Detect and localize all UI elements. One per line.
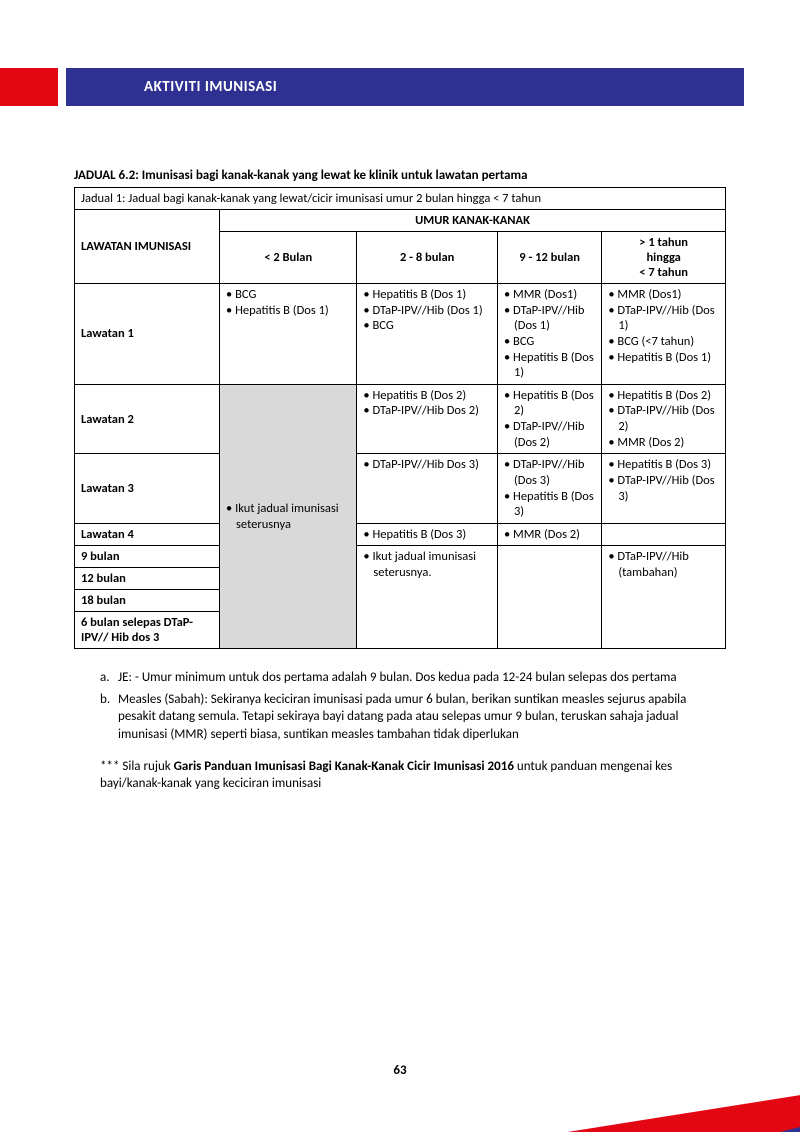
list-item: BCG: [504, 334, 595, 350]
list-item: MMR (Dos1): [608, 287, 719, 303]
list-item: Hepatitis B (Dos 3): [608, 457, 719, 473]
immunisation-schedule-table: Jadual 1: Jadual bagi kanak-kanak yang l…: [74, 187, 726, 649]
row-lawatan-1: Lawatan 1: [75, 284, 220, 385]
cell-l2c4: Hepatitis B (Dos 2)DTaP-IPV//Hib (Dos 2)…: [602, 384, 726, 454]
cell-merged-c4: DTaP-IPV//Hib (tambahan): [602, 546, 726, 649]
list-item: MMR (Dos 2): [504, 527, 595, 543]
cell-l4c3: MMR (Dos 2): [497, 523, 601, 546]
cell-l1c3: MMR (Dos1)DTaP-IPV//Hib (Dos 1)BCGHepati…: [497, 284, 601, 385]
col-header-4: > 1 tahun hingga < 7 tahun: [602, 232, 726, 284]
cell-merged-c1: Ikut jadual imunisasi seterusnya: [220, 384, 357, 649]
list-item: BCG: [226, 287, 350, 303]
list-item: Hepatitis B (Dos 1): [504, 350, 595, 381]
footer-decoration: [500, 1072, 800, 1132]
list-item: DTaP-IPV//Hib (Dos 1): [504, 303, 595, 334]
row-lawatan-3: Lawatan 3: [75, 454, 220, 524]
list-item: Hepatitis B (Dos 1): [363, 287, 491, 303]
list-item: Ikut jadual imunisasi seterusnya: [226, 501, 350, 532]
list-item: DTaP-IPV//Hib (Dos 2): [504, 419, 595, 450]
list-item: DTaP-IPV//Hib (tambahan): [608, 549, 719, 580]
list-item: DTaP-IPV//Hib Dos 3): [363, 457, 491, 473]
list-item: DTaP-IPV//Hib (Dos 1): [363, 303, 491, 319]
notes-list: a. JE: - Umur minimum untuk dos pertama …: [74, 669, 726, 743]
cell-merged-c3: [497, 546, 601, 649]
list-item: DTaP-IPV//Hib (Dos 2): [608, 403, 719, 434]
list-item: MMR (Dos 2): [608, 435, 719, 451]
row-6bulan-selepas: 6 bulan selepas DTaP-IPV// Hib dos 3: [75, 612, 220, 649]
table-caption: Jadual 1: Jadual bagi kanak-kanak yang l…: [75, 188, 726, 210]
row-18bulan: 18 bulan: [75, 590, 220, 612]
list-item: DTaP-IPV//Hib Dos 2): [363, 403, 491, 419]
list-item: BCG: [363, 318, 491, 334]
header-red-block: [0, 68, 58, 106]
table-title: JADUAL 6.2: Imunisasi bagi kanak-kanak y…: [74, 168, 726, 183]
cell-l3c4: Hepatitis B (Dos 3)DTaP-IPV//Hib (Dos 3): [602, 454, 726, 524]
row-lawatan-2: Lawatan 2: [75, 384, 220, 454]
list-item: Hepatitis B (Dos 3): [504, 489, 595, 520]
age-group-header: UMUR KANAK-KANAK: [220, 210, 726, 232]
cell-l3c3: DTaP-IPV//Hib (Dos 3)Hepatitis B (Dos 3): [497, 454, 601, 524]
list-item: MMR (Dos1): [504, 287, 595, 303]
row-12bulan: 12 bulan: [75, 568, 220, 590]
note-a: JE: - Umur minimum untuk dos pertama ada…: [118, 669, 677, 687]
list-item: Hepatitis B (Dos 2): [504, 388, 595, 419]
cell-l1c4: MMR (Dos1)DTaP-IPV//Hib (Dos 1)BCG (<7 t…: [602, 284, 726, 385]
list-item: BCG (<7 tahun): [608, 334, 719, 350]
cell-merged-c2: Ikut jadual imunisasi seterusnya.: [357, 546, 498, 649]
list-item: Hepatitis B (Dos 2): [608, 388, 719, 404]
list-item: Hepatitis B (Dos 1): [608, 350, 719, 366]
col-header-3: 9 - 12 bulan: [497, 232, 601, 284]
cell-l4c2: Hepatitis B (Dos 3): [357, 523, 498, 546]
note-b: Measles (Sabah): Sekiranya keciciran imu…: [118, 691, 726, 744]
cell-l2c3: Hepatitis B (Dos 2)DTaP-IPV//Hib (Dos 2): [497, 384, 601, 454]
header-title: AKTIVITI IMUNISASI: [66, 68, 744, 106]
note-marker-a: a.: [100, 669, 118, 687]
row-header-label: LAWATAN IMUNISASI: [75, 210, 220, 284]
reference-note: *** Sila rujuk Garis Panduan Imunisasi B…: [74, 758, 726, 793]
cell-l1c1: BCGHepatitis B (Dos 1): [220, 284, 357, 385]
row-lawatan-4: Lawatan 4: [75, 523, 220, 546]
list-item: DTaP-IPV//Hib (Dos 3): [504, 457, 595, 488]
list-item: Hepatitis B (Dos 1): [226, 303, 350, 319]
list-item: Ikut jadual imunisasi seterusnya.: [363, 549, 491, 580]
page-header: AKTIVITI IMUNISASI: [0, 68, 744, 106]
col-header-2: 2 - 8 bulan: [357, 232, 498, 284]
row-9bulan: 9 bulan: [75, 546, 220, 568]
cell-l4c4: [602, 523, 726, 546]
page-content: JADUAL 6.2: Imunisasi bagi kanak-kanak y…: [74, 168, 726, 793]
note-marker-b: b.: [100, 691, 118, 744]
col-header-1: < 2 Bulan: [220, 232, 357, 284]
list-item: DTaP-IPV//Hib (Dos 1): [608, 303, 719, 334]
cell-l3c2: DTaP-IPV//Hib Dos 3): [357, 454, 498, 524]
list-item: DTaP-IPV//Hib (Dos 3): [608, 473, 719, 504]
list-item: Hepatitis B (Dos 3): [363, 527, 491, 543]
cell-l1c2: Hepatitis B (Dos 1)DTaP-IPV//Hib (Dos 1)…: [357, 284, 498, 385]
list-item: Hepatitis B (Dos 2): [363, 388, 491, 404]
cell-l2c2: Hepatitis B (Dos 2)DTaP-IPV//Hib Dos 2): [357, 384, 498, 454]
